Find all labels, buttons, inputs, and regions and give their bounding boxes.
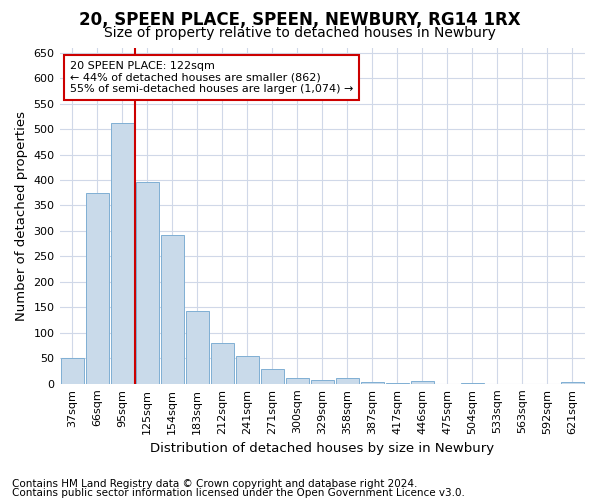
Text: Contains public sector information licensed under the Open Government Licence v3: Contains public sector information licen…	[12, 488, 465, 498]
Bar	[236, 356, 259, 384]
Bar	[261, 368, 284, 384]
X-axis label: Distribution of detached houses by size in Newbury: Distribution of detached houses by size …	[150, 442, 494, 455]
Bar	[110, 123, 134, 384]
Text: Contains HM Land Registry data © Crown copyright and database right 2024.: Contains HM Land Registry data © Crown c…	[12, 479, 418, 489]
Bar	[211, 343, 233, 384]
Text: Size of property relative to detached houses in Newbury: Size of property relative to detached ho…	[104, 26, 496, 40]
Bar	[411, 382, 434, 384]
Bar	[161, 235, 184, 384]
Bar	[86, 192, 109, 384]
Bar	[561, 382, 584, 384]
Bar	[311, 380, 334, 384]
Bar	[286, 378, 309, 384]
Bar	[185, 312, 209, 384]
Bar	[336, 378, 359, 384]
Y-axis label: Number of detached properties: Number of detached properties	[15, 110, 28, 320]
Text: 20 SPEEN PLACE: 122sqm
← 44% of detached houses are smaller (862)
55% of semi-de: 20 SPEEN PLACE: 122sqm ← 44% of detached…	[70, 61, 353, 94]
Text: 20, SPEEN PLACE, SPEEN, NEWBURY, RG14 1RX: 20, SPEEN PLACE, SPEEN, NEWBURY, RG14 1R…	[79, 11, 521, 29]
Bar	[61, 358, 83, 384]
Bar	[136, 182, 158, 384]
Bar	[361, 382, 384, 384]
